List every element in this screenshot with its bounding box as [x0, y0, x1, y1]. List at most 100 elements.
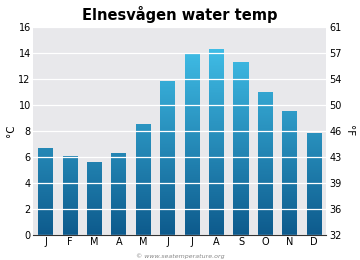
Bar [282, 119, 297, 120]
Bar [111, 202, 126, 203]
Bar [160, 82, 175, 83]
Bar [209, 186, 224, 187]
Bar [111, 194, 126, 195]
Bar [160, 94, 175, 95]
Bar [209, 178, 224, 179]
Bar [307, 149, 322, 150]
Bar [209, 182, 224, 183]
Bar [282, 112, 297, 113]
Bar [258, 157, 273, 158]
Title: Elnesvågen water temp: Elnesvågen water temp [82, 5, 278, 23]
Bar [233, 140, 248, 141]
Bar [87, 182, 102, 183]
Bar [185, 66, 200, 67]
Bar [233, 146, 248, 147]
Bar [38, 206, 53, 207]
Bar [233, 172, 248, 173]
Bar [258, 129, 273, 130]
Bar [233, 178, 248, 179]
Bar [63, 210, 78, 211]
Bar [38, 223, 53, 224]
Bar [233, 210, 248, 211]
Bar [233, 229, 248, 230]
Bar [185, 155, 200, 156]
Bar [185, 145, 200, 146]
Bar [258, 189, 273, 190]
Bar [136, 200, 151, 201]
Bar [209, 133, 224, 134]
Bar [209, 71, 224, 72]
Bar [258, 222, 273, 223]
Bar [185, 118, 200, 119]
Bar [258, 160, 273, 161]
Bar [111, 218, 126, 219]
Bar [307, 203, 322, 204]
Bar [258, 151, 273, 152]
Bar [209, 165, 224, 166]
Bar [233, 231, 248, 232]
Bar [87, 216, 102, 217]
Bar [233, 166, 248, 167]
Bar [209, 217, 224, 218]
Bar [233, 127, 248, 128]
Bar [63, 174, 78, 175]
Bar [209, 102, 224, 103]
Bar [160, 228, 175, 229]
Bar [63, 200, 78, 201]
Bar [160, 86, 175, 87]
Bar [282, 234, 297, 235]
Bar [160, 97, 175, 98]
Bar [233, 67, 248, 68]
Bar [307, 225, 322, 226]
Bar [209, 105, 224, 106]
Bar [209, 128, 224, 129]
Bar [63, 181, 78, 182]
Bar [136, 164, 151, 165]
Bar [136, 210, 151, 211]
Bar [185, 226, 200, 227]
Bar [233, 138, 248, 139]
Bar [185, 64, 200, 65]
Bar [258, 170, 273, 171]
Bar [185, 78, 200, 79]
Bar [160, 112, 175, 113]
Bar [185, 139, 200, 140]
Bar [111, 183, 126, 184]
Bar [258, 175, 273, 176]
Bar [38, 230, 53, 231]
Bar [185, 234, 200, 235]
Bar [136, 228, 151, 229]
Bar [185, 171, 200, 172]
Bar [185, 162, 200, 163]
Bar [258, 226, 273, 227]
Bar [282, 155, 297, 156]
Bar [282, 150, 297, 151]
Bar [87, 221, 102, 222]
Bar [63, 177, 78, 178]
Bar [63, 226, 78, 227]
Bar [209, 63, 224, 64]
Bar [282, 171, 297, 172]
Bar [282, 176, 297, 177]
Bar [185, 147, 200, 148]
Bar [209, 183, 224, 184]
Bar [258, 127, 273, 128]
Bar [160, 207, 175, 208]
Bar [233, 156, 248, 157]
Bar [160, 192, 175, 193]
Bar [63, 161, 78, 162]
Bar [136, 171, 151, 172]
Bar [87, 198, 102, 199]
Bar [185, 105, 200, 106]
Bar [63, 225, 78, 226]
Bar [282, 199, 297, 200]
Bar [258, 101, 273, 102]
Bar [160, 156, 175, 157]
Bar [38, 227, 53, 228]
Bar [136, 158, 151, 159]
Bar [209, 61, 224, 62]
Bar [282, 202, 297, 203]
Bar [87, 184, 102, 185]
Bar [63, 170, 78, 171]
Bar [38, 171, 53, 172]
